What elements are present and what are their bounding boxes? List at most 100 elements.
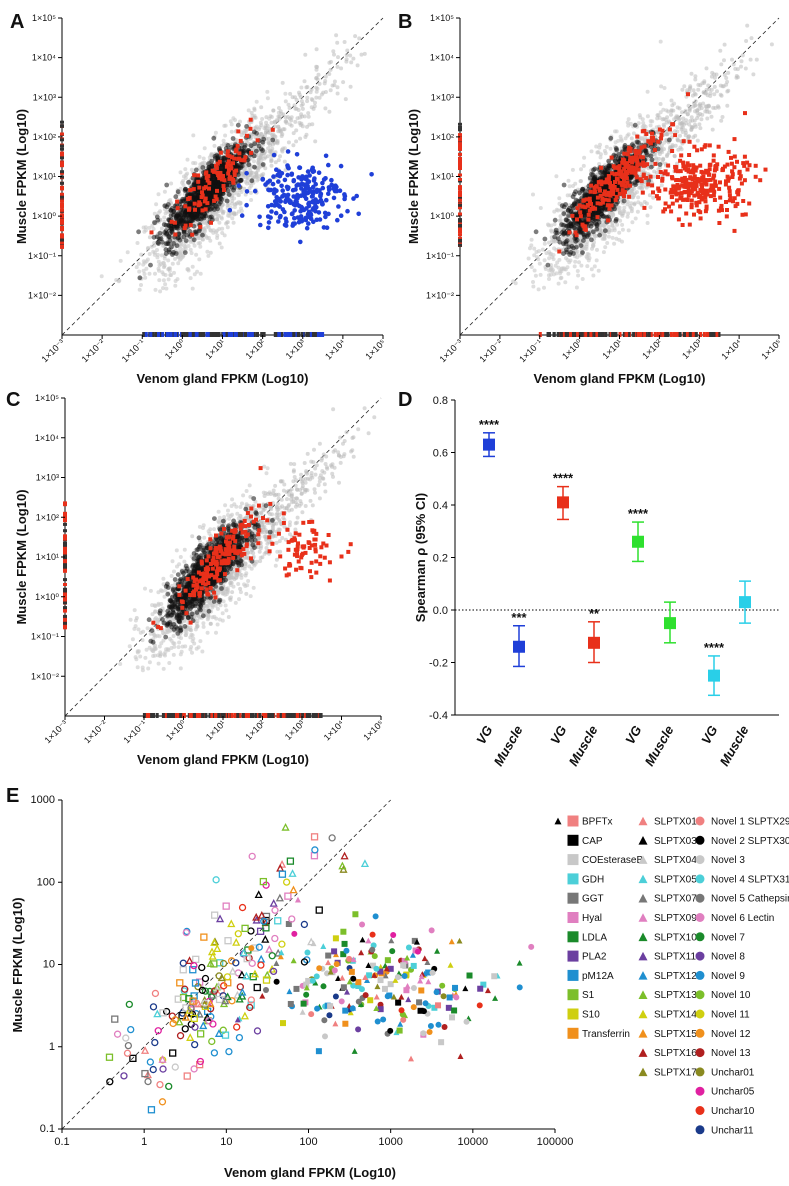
dense-point (667, 137, 672, 143)
background-point (718, 92, 723, 97)
red-point (199, 195, 204, 200)
dense-point (164, 182, 170, 188)
background-point (283, 91, 288, 96)
background-point (681, 122, 686, 127)
background-point (720, 115, 725, 119)
background-point (223, 123, 228, 128)
background-point (227, 213, 232, 218)
floor-point (286, 332, 290, 337)
background-point (179, 250, 184, 255)
background-point (542, 258, 547, 263)
blue-highlight-point (295, 182, 301, 187)
background-point (294, 97, 299, 102)
floor-point (289, 332, 293, 337)
background-point (306, 114, 311, 119)
dense-point (173, 194, 179, 200)
background-point (630, 188, 635, 193)
background-point (298, 95, 303, 100)
background-point (680, 130, 685, 134)
background-point (221, 209, 226, 214)
background-point (316, 72, 321, 77)
red-point (209, 220, 213, 225)
background-point (707, 87, 712, 92)
background-point (712, 84, 717, 89)
background-point (559, 269, 564, 274)
background-point (674, 114, 679, 119)
background-point (309, 105, 314, 110)
background-point (317, 81, 322, 86)
background-point (161, 260, 166, 265)
background-point (161, 278, 166, 283)
background-point (580, 277, 585, 281)
background-point (345, 48, 350, 53)
dense-point (571, 251, 576, 256)
background-point (626, 228, 631, 233)
background-point (725, 89, 730, 94)
blue-highlight-point (258, 222, 263, 228)
background-point (566, 271, 571, 276)
blue-highlight-point (271, 152, 277, 158)
background-point (719, 118, 724, 123)
y-tick-label: 1×10⁻¹ (28, 251, 56, 261)
background-point (658, 102, 663, 106)
blue-highlight-point (279, 171, 285, 176)
dense-point (244, 124, 250, 129)
dense-point (559, 222, 564, 228)
background-point (688, 85, 693, 90)
background-point (265, 123, 270, 128)
background-point (715, 89, 719, 94)
blue-highlight-point (285, 149, 291, 154)
background-point (158, 289, 163, 294)
background-point (235, 201, 239, 206)
background-point (692, 101, 696, 105)
background-point (328, 67, 333, 72)
dense-point (260, 139, 266, 145)
background-point (612, 241, 617, 246)
panel-b: B1×10⁻²1×10⁻¹1×10⁰1×10¹1×10²1×10³1×10⁴1×… (398, 11, 784, 386)
background-point (581, 163, 586, 168)
red-point (183, 204, 188, 209)
background-point (334, 33, 339, 38)
background-point (157, 278, 162, 283)
background-point (233, 118, 237, 122)
background-point (648, 123, 653, 128)
dense-point (190, 216, 196, 222)
wall-point (60, 181, 64, 185)
background-point (162, 265, 166, 270)
background-point (613, 129, 617, 134)
blue-highlight-point (293, 201, 298, 207)
floor-point (234, 332, 237, 337)
background-point (666, 109, 671, 114)
background-point (224, 221, 229, 226)
red-point (270, 127, 275, 132)
blue-highlight-point (320, 202, 325, 207)
x-tick-label: 1×10³ (284, 337, 308, 361)
blue-highlight-point (285, 172, 290, 178)
background-point (303, 52, 308, 57)
background-point (184, 173, 188, 178)
background-point (731, 62, 736, 67)
background-point (161, 286, 165, 291)
background-point (139, 283, 143, 287)
dense-point (218, 195, 224, 201)
wall-point (60, 203, 64, 206)
background-point (558, 218, 563, 222)
background-point (638, 201, 643, 206)
blue-highlight-point (244, 202, 249, 208)
blue-highlight-point (290, 187, 296, 193)
blue-highlight-point (271, 174, 276, 179)
blue-highlight-point (297, 216, 303, 222)
dense-point (207, 215, 213, 220)
panel-label: B (398, 11, 412, 33)
background-point (194, 252, 199, 257)
dense-point (148, 262, 153, 268)
background-point (244, 175, 249, 180)
background-point (255, 178, 260, 183)
background-point (704, 66, 709, 71)
background-point (651, 195, 656, 200)
floor-point (161, 332, 165, 337)
x-tick-label: 1×10² (244, 337, 268, 361)
background-point (584, 242, 589, 247)
background-point (163, 282, 168, 287)
